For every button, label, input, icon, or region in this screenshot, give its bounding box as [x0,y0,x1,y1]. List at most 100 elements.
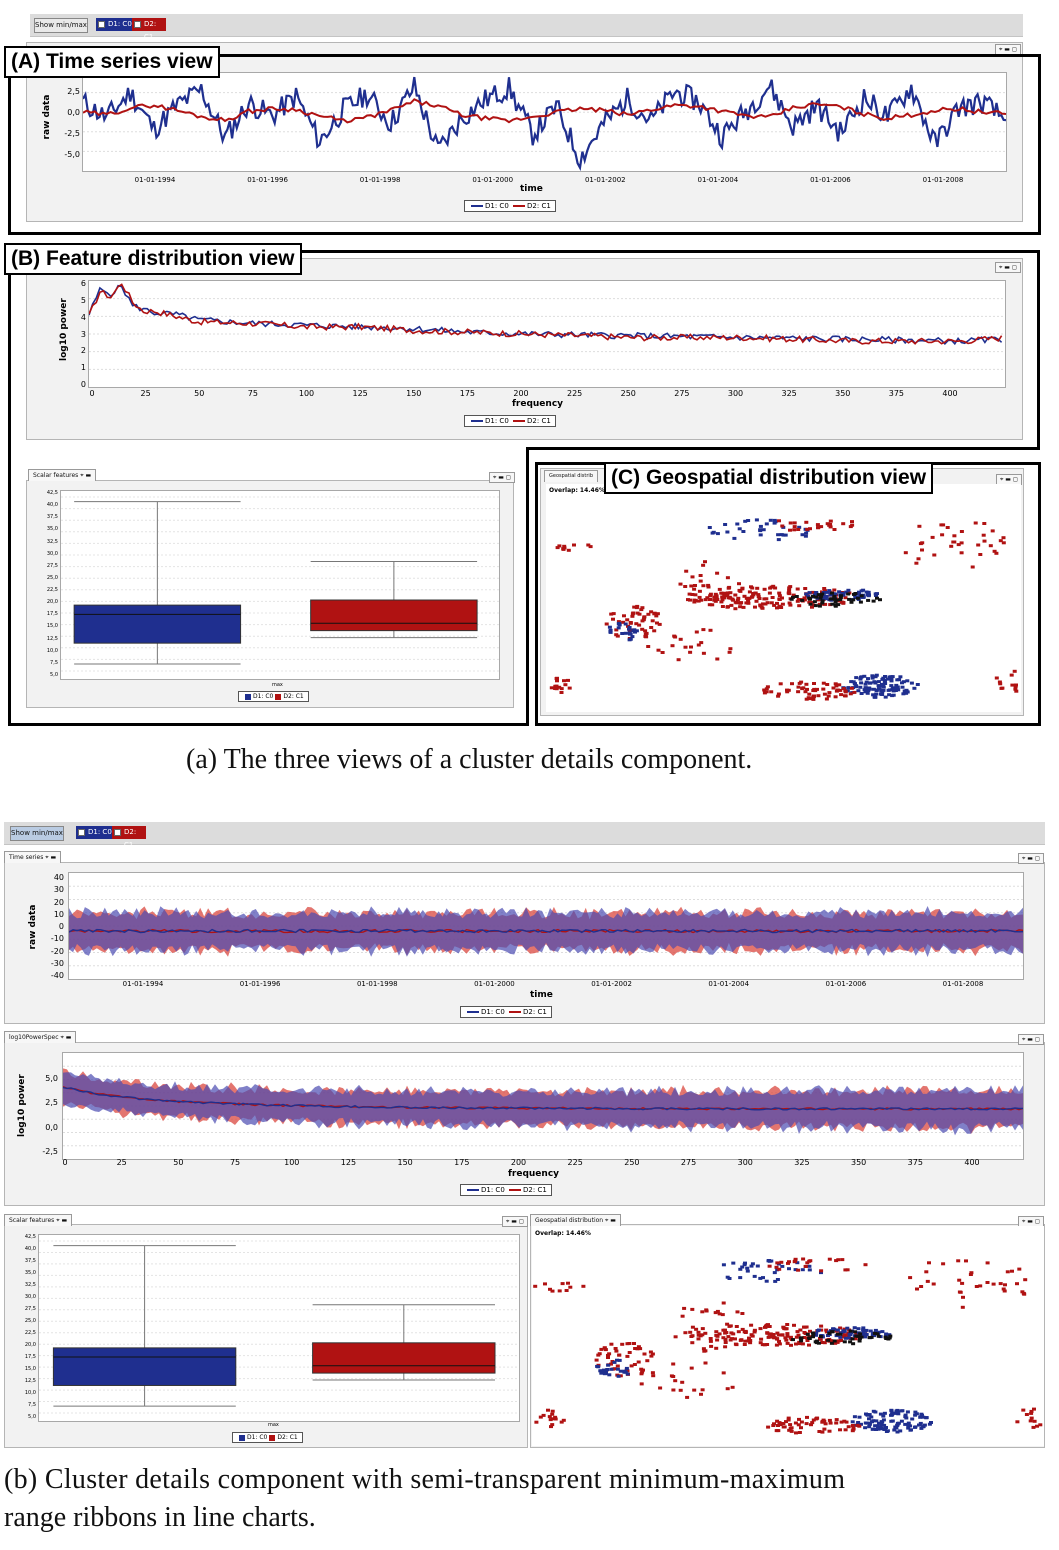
geo-cell [680,1314,685,1318]
geo-cell [853,1337,858,1341]
toggle-d1-b[interactable]: D1: C0 [76,826,112,839]
geo-cell [1002,1289,1007,1293]
geo-cell [726,1335,731,1339]
geo-cell [707,603,712,607]
geo-cell [550,1409,555,1413]
geo-cell [940,533,945,537]
geo-cell [753,605,757,609]
geo-cell [959,551,964,555]
geo-cell [635,1347,640,1351]
geo-cell [713,1311,718,1315]
geo-cell [550,1289,555,1293]
window-controls[interactable]: ⌖ ▬ ◻ [489,472,515,483]
geo-cell [835,1340,840,1344]
geo-cell [742,1263,747,1267]
geo-cell [622,1369,627,1373]
window-controls[interactable]: ⌖ ▬ ◻ [995,262,1021,273]
geo-cell [884,1426,888,1429]
geo-cell [752,1330,757,1334]
toggle-d2-b[interactable]: D2: C1 [112,826,146,849]
geo-cell [775,601,779,605]
geo-cell [896,1412,901,1416]
geo-cell [777,1267,782,1271]
tab-scalar-features[interactable]: Scalar features ⌖ ▬ [4,1214,73,1226]
geo-cell [772,1271,777,1275]
geo-cell [785,1334,790,1338]
geo-cell [777,519,781,523]
geo-cell [927,1261,931,1265]
tab-geospatial-distribution[interactable]: Geospatial distribution ⌖ ▬ [530,1214,621,1226]
geo-cell [786,1261,790,1265]
geo-cell [673,1335,678,1339]
geo-cell [803,534,808,538]
geo-cell [639,1372,644,1376]
geo-cell [649,1354,654,1358]
geo-cell [1013,687,1018,691]
geo-cell [758,1276,763,1280]
geo-cell [639,608,644,612]
geo-cell [826,694,831,698]
geo-cell [561,547,566,551]
geo-cell [756,593,761,597]
geo-cell [758,524,763,528]
show-minmax-button-a[interactable]: Show min/max [34,18,88,33]
window-controls[interactable]: ⌖ ▬ ◻ [1018,853,1044,864]
geo-cell [711,530,716,534]
tab-time-series[interactable]: Time series ⌖ ▬ [4,851,62,863]
geo-cell [740,1265,745,1269]
toggle-d1-a[interactable]: D1: C0 [96,18,132,31]
geo-cell [816,694,821,698]
y-tick-label: 0 [80,380,86,389]
geo-cell [1001,1287,1006,1291]
geo-cell [859,594,864,598]
geo-cell [714,1330,719,1334]
geo-cell [602,1346,607,1350]
series-line-d2 [82,98,1007,124]
geo-cell [842,1340,847,1344]
geo-cell [785,1323,790,1326]
geo-cell [891,693,896,697]
label-geospatial-distribution-view: (C) Geospatial distribution view [604,462,934,494]
geo-cell [534,1420,539,1424]
geo-cell [635,611,640,615]
geo-cell [700,1327,705,1331]
geo-cell [770,596,775,599]
geo-cell [892,1428,897,1432]
geo-cell [1020,1290,1025,1294]
tab-geospatial[interactable]: Geospatial distrib [544,470,598,482]
geo-cell [880,693,885,696]
geo-cell [898,1429,903,1433]
tab-log10-power-spec[interactable]: log10PowerSpec ⌖ ▬ [4,1031,77,1043]
geo-cell [752,1274,757,1278]
toggle-d1-label: D1: C0 [88,828,112,836]
toggle-d2-a[interactable]: D2: C1 [132,18,166,41]
geo-cell [735,522,740,526]
y-tick-label: 22,5 [24,1330,36,1336]
geo-cell [1000,686,1005,690]
tab-scalar-features[interactable]: Scalar features ⌖ ▬ [28,469,97,481]
geo-cell [722,593,727,597]
geo-cell [705,596,710,600]
geo-cell [636,1360,641,1364]
y-tick-label: 5,0 [28,1414,36,1420]
show-minmax-button-b[interactable]: Show min/max [10,826,64,841]
geo-cell [822,1427,827,1431]
geo-cell [803,690,808,694]
geo-cell [810,605,814,609]
y-tick-label: 12,5 [46,635,58,642]
geo-cell [635,604,640,608]
x-tick-label: 01-01-2004 [708,980,750,988]
geo-cell [703,598,708,602]
window-controls[interactable]: ⌖ ▬ ◻ [502,1216,528,1227]
y-tick-label: 30,0 [46,550,58,557]
geo-cell [632,628,637,632]
geo-cell [776,692,781,696]
geo-cell [810,590,815,594]
geo-cell [724,1331,729,1334]
window-controls[interactable]: ⌖ ▬ ◻ [1018,1034,1044,1045]
x-tick-label: 01-01-2004 [697,176,739,184]
geo-cell [546,1408,550,1412]
geo-cell [713,592,718,596]
geo-cell [852,592,856,596]
geo-cell [777,1421,782,1425]
